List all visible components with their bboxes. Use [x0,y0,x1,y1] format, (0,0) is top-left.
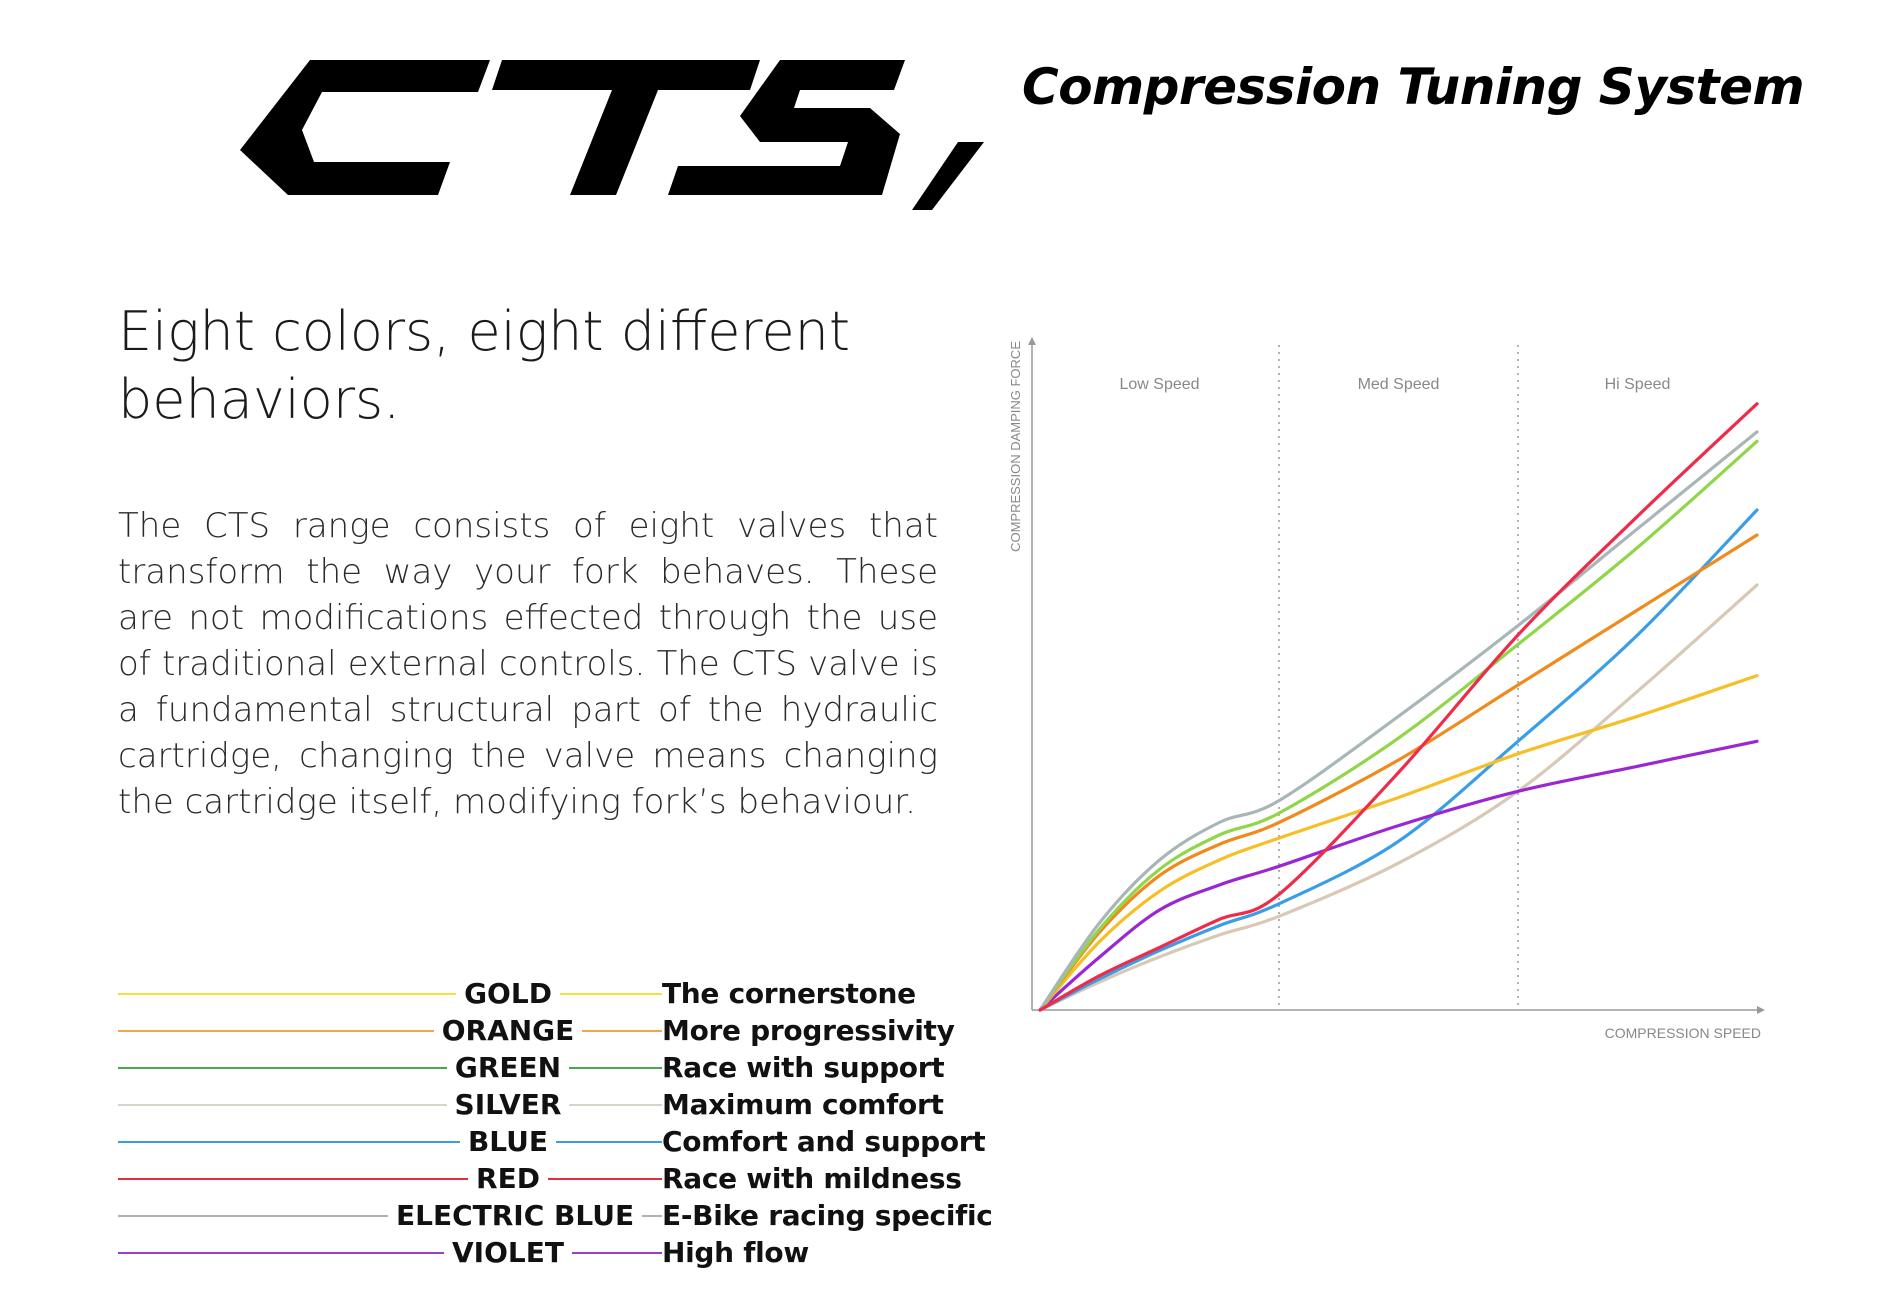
headline-line-1: Eight colors, eight different [118,300,851,363]
legend-color-name: ELECTRIC BLUE [388,1197,643,1234]
legend-line [118,1030,662,1032]
logo-letter-c [240,60,490,195]
legend-row: GREEN Race with support [118,1049,948,1086]
legend-line [118,1141,662,1143]
headline: Eight colors, eight different behaviors. [118,298,938,434]
legend-description: Comfort and support [662,1125,986,1158]
legend-row: ELECTRIC BLUE E-Bike racing specific [118,1197,993,1234]
legend-line [118,1067,662,1069]
series-line-electric-blue [1038,430,1759,1012]
legend-row: RED Race with mildness [118,1160,962,1197]
legend-row: VIOLET High flow [118,1234,948,1271]
logo-letter-s [668,60,905,195]
legend-color-name: VIOLET [388,1234,628,1271]
legend-description: Race with support [662,1051,945,1084]
legend-description: The cornerstone [662,977,916,1010]
series-line-blue [1038,508,1759,1012]
zone-label: Hi Speed [1605,376,1671,393]
y-axis-arrow [1028,337,1036,345]
logo-subtitle: Compression Tuning System [1022,58,1805,116]
legend-description: Race with mildness [662,1162,962,1195]
zone-label: Med Speed [1358,376,1440,393]
y-axis-label: COMPRESSION DAMPING FORCE [1008,341,1023,552]
headline-line-2: behaviors. [118,368,401,431]
series-line-red [1038,402,1759,1012]
x-axis-arrow [1757,1006,1765,1014]
series-line-silver [1038,583,1759,1012]
series-line-gold [1038,674,1759,1012]
legend-color-name: GOLD [388,975,628,1012]
x-axis-label: COMPRESSION SPEED [1605,1025,1761,1041]
legend-description: E-Bike racing specific [662,1199,993,1232]
logo-slash [912,142,984,210]
legend-description: High flow [662,1236,809,1269]
legend-line [118,1104,662,1106]
series-line-orange [1038,533,1759,1012]
legend-color-name: BLUE [388,1123,628,1160]
legend-description: More progressivity [662,1014,955,1047]
legend-row: SILVER Maximum comfort [118,1086,948,1123]
legend-color-name: RED [388,1160,628,1197]
series-line-violet [1038,739,1759,1012]
legend-row: GOLD The cornerstone [118,975,948,1012]
legend-row: ORANGE More progressivity [118,1012,955,1049]
series-line-green [1038,439,1759,1012]
legend-color-name: ORANGE [388,1012,628,1049]
zone-label: Low Speed [1119,376,1199,393]
legend-line [118,1178,662,1180]
legend-color-name: GREEN [388,1049,628,1086]
logo-letter-t [492,60,760,195]
cts-logo [240,60,984,210]
legend-color-name: SILVER [388,1086,628,1123]
legend-row: BLUE Comfort and support [118,1123,986,1160]
legend-description: Maximum comfort [662,1088,944,1121]
body-text: The CTS range consists of eight valves t… [118,506,938,822]
damping-chart: Low Speed Med Speed Hi Speed COMPRESSION SP… [1008,337,1765,1041]
legend-line [118,1252,662,1254]
legend-line [118,993,662,995]
color-legend: GOLD The cornerstone ORANGE More progressiv… [118,975,993,1271]
